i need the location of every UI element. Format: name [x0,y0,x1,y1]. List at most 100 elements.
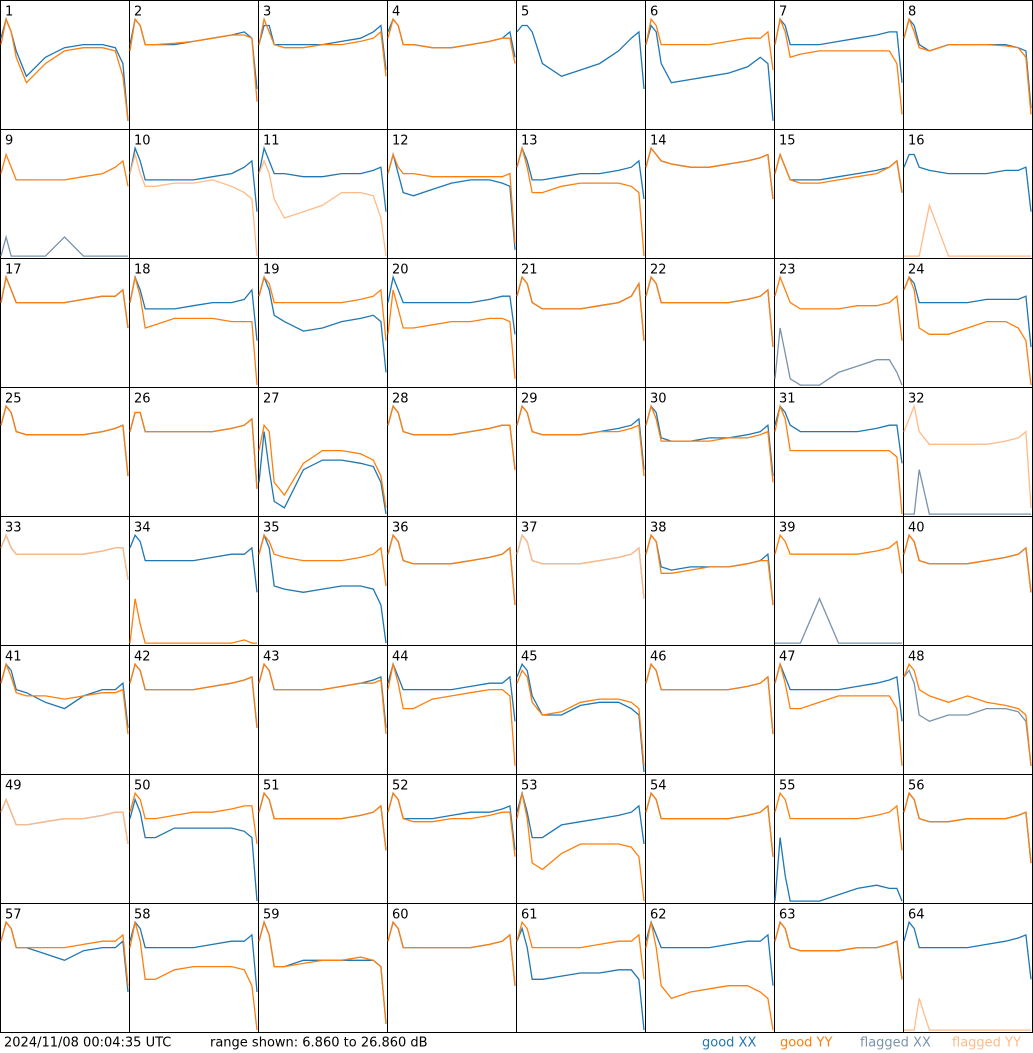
series-line [387,17,516,64]
series-line [516,404,645,470]
series-line [0,234,128,257]
series-line [387,289,516,379]
series-line [129,797,258,902]
series-line [516,145,645,257]
panel-frame [516,645,646,775]
panel-title: 38 [650,521,667,536]
panel-title: 25 [5,392,22,407]
series-line [645,533,774,606]
series-line [0,920,129,993]
panel-title: 23 [779,263,796,278]
panel-title: 61 [521,908,538,923]
series-line [258,145,387,212]
panel-title: 18 [134,263,151,278]
series-line [903,791,1032,864]
series-line [645,275,774,348]
range-label: range shown: 6.860 to 26.860 dB [210,1036,428,1051]
panel-title: 5 [521,5,529,20]
panel-frame [645,774,775,904]
series-line [645,404,774,483]
series-line [258,920,387,1024]
series-line [903,920,1032,980]
series-line [645,146,774,200]
series-line [903,791,1032,864]
series-line [516,926,645,1031]
panel-title: 53 [521,779,538,794]
series-line [516,404,645,477]
panel-frame [129,129,259,259]
series-line [774,275,903,341]
panel-frame [129,645,259,775]
panel-frame [903,903,1033,1033]
series-line [516,533,645,599]
panel-frame [516,129,646,259]
series-line [774,327,903,386]
series-line [129,145,258,212]
panel-frame [258,387,388,517]
panel-title: 33 [5,521,22,536]
series-line [129,277,258,386]
panel-frame [903,0,1033,130]
panel-frame [774,0,904,130]
series-line [774,152,903,193]
series-line [258,159,387,257]
panel-frame [645,258,775,388]
panel-title: 13 [521,134,538,149]
series-line [516,793,645,902]
panel-title: 17 [5,263,22,278]
series-line [774,791,903,851]
legend-entry: flagged YY [952,1036,1021,1051]
series-line [258,16,387,77]
series-line [387,404,516,470]
panel-title: 24 [908,263,925,278]
panel-frame [903,516,1033,646]
panel-title: 28 [392,392,409,407]
panel-frame [387,645,517,775]
panel-frame [903,387,1033,517]
panel-title: 37 [521,521,538,536]
series-line [0,797,129,845]
panel-title: 3 [263,5,271,20]
series-line [645,533,774,606]
series-line [129,411,258,489]
panel-title: 59 [263,908,280,923]
panel-title: 20 [392,263,409,278]
series-line [258,275,387,373]
panel-title: 35 [263,521,280,536]
panel-title: 51 [263,779,280,794]
series-line [774,404,903,464]
panel-frame [129,774,259,904]
series-line [129,791,258,845]
series-line [774,152,903,193]
series-line [645,662,774,735]
series-line [775,597,902,644]
panel-frame [903,258,1033,388]
series-line [774,17,903,83]
series-line [129,598,257,644]
panel-frame [645,129,775,259]
legend-entry: flagged XX [860,1036,931,1051]
panel-frame [387,258,517,388]
panel-title: 12 [392,134,409,149]
panel-title: 19 [263,263,280,278]
series-line [258,533,387,587]
panel-title: 58 [134,908,151,923]
panel-frame [774,645,904,775]
series-line [129,662,258,728]
panel-frame [0,645,130,775]
panel-frame [645,645,775,775]
series-line [129,17,258,102]
series-line [258,791,387,851]
series-line [0,662,129,735]
series-line [387,533,516,606]
panel-frame [258,774,388,904]
series-line [516,669,645,766]
series-line [903,17,1032,109]
panel-frame [387,774,517,904]
series-line [774,533,903,574]
panel-title: 1 [5,5,13,20]
panel-frame [774,774,904,904]
series-line [387,533,516,606]
series-line [387,151,516,250]
series-line [516,920,645,980]
